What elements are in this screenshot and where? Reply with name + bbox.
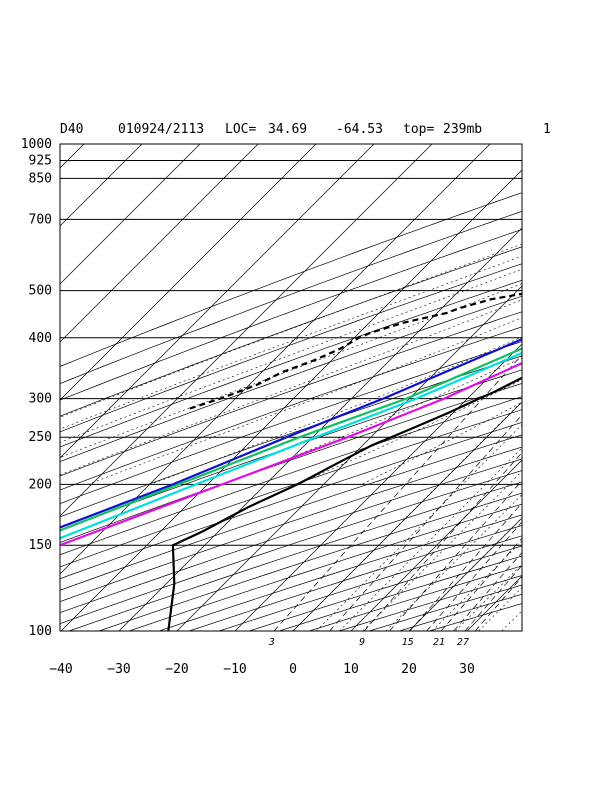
dry-adiabat-line [189, 525, 522, 631]
mixing-ratio-label: 21 [433, 637, 445, 648]
mixing-ratio-label: 15 [402, 637, 414, 648]
mixing-ratio-line [329, 414, 522, 631]
green-line [60, 347, 522, 532]
pressure-tick-label: 250 [29, 430, 52, 445]
moist-adiabat-line [222, 357, 522, 631]
mixing-ratio-line [426, 521, 522, 631]
isotherm-line [118, 227, 522, 631]
mixing-ratio-line [409, 502, 522, 631]
mixing-ratio-label: 27 [457, 637, 469, 648]
header-station: D40 [60, 122, 83, 137]
pressure-tick-label: 925 [29, 153, 52, 168]
moist-adiabat-line [296, 379, 522, 631]
mixing-ratio-line [440, 537, 522, 631]
dry-adiabat-line [369, 584, 522, 631]
temperature-tick-label: 10 [343, 662, 359, 677]
temperature-tick-label: −30 [107, 662, 130, 677]
isotherm-line [350, 459, 522, 631]
dry-adiabat-line [339, 575, 522, 631]
blue-line [60, 338, 522, 529]
dry-adiabat-line [129, 503, 522, 631]
moist-adiabat-line [60, 243, 522, 631]
header-panel-number: 1 [543, 122, 551, 137]
isotherm-line [60, 144, 259, 343]
plot-frame [59, 143, 523, 632]
dry-adiabat-line [60, 470, 522, 624]
dry-adiabat-line [60, 192, 522, 367]
pressure-tick-label: 300 [29, 392, 52, 407]
dry-adiabat-line [279, 555, 522, 631]
moist-adiabat-line [361, 401, 522, 631]
dewpoint-line [186, 292, 522, 411]
header-top-value: 239mb [443, 122, 482, 137]
dry-adiabat-line [159, 514, 522, 631]
header-datetime: 010924/2113 [118, 122, 204, 137]
dry-adiabat-line [60, 228, 522, 401]
temperature-line [167, 376, 522, 631]
isotherm-line [60, 169, 522, 631]
pressure-tick-label: 1000 [21, 137, 52, 152]
isotherm-line [234, 343, 522, 631]
dry-adiabat-line [309, 565, 522, 631]
temperature-tick-label: 20 [401, 662, 417, 677]
background-lines [0, 144, 612, 631]
isotherm-line [0, 144, 26, 631]
pressure-tick-label: 500 [29, 284, 52, 299]
pressure-tick-label: 850 [29, 171, 52, 186]
mixing-ratio-line [464, 564, 522, 631]
pressure-tick-label: 100 [29, 624, 52, 639]
header-top-label: top= [403, 122, 434, 137]
mixing-ratio-line [273, 354, 522, 631]
dry-adiabat-line [429, 603, 522, 631]
axis-labels: 3 9 15 21 2710015020025030040050070085092510… [21, 137, 475, 677]
isobar-lines [60, 159, 522, 546]
moist-adiabat-line [60, 268, 522, 631]
moist-adiabat-line [87, 317, 522, 631]
temperature-tick-label: 0 [289, 662, 297, 677]
moist-adiabat-line [60, 299, 522, 631]
isotherm-line [60, 144, 317, 401]
pressure-tick-label: 200 [29, 477, 52, 492]
isotherm-line [60, 144, 375, 459]
dry-adiabat-line [60, 246, 522, 417]
temperature-tick-label: −40 [49, 662, 72, 677]
pressure-tick-label: 400 [29, 331, 52, 346]
temperature-tick-label: −20 [165, 662, 188, 677]
isotherm-line [60, 144, 143, 227]
header-lat: 34.69 [268, 122, 307, 137]
isotherm-line [60, 144, 433, 517]
header-lon: -64.53 [336, 122, 383, 137]
pressure-tick-label: 700 [29, 212, 52, 227]
mixing-ratio-line [389, 480, 522, 631]
isotherm-line [60, 144, 201, 285]
header-loc-label: LOC= [225, 122, 256, 137]
moist-adiabat-line [60, 255, 522, 631]
magenta-line [60, 361, 522, 547]
mixing-ratio-label: 9 [359, 637, 365, 648]
mixing-ratio-line [474, 576, 522, 631]
mixing-ratio-line [363, 452, 522, 631]
isotherm-line [583, 144, 612, 631]
isotherm-line [525, 144, 612, 631]
isotherm-line [60, 144, 491, 575]
isotherm-line [466, 575, 522, 631]
isotherm-line [176, 285, 522, 631]
cyan-line [60, 351, 522, 540]
temperature-tick-label: −10 [223, 662, 246, 677]
moist-adiabat-line [60, 283, 522, 631]
mixing-ratio-label: 3 [268, 637, 275, 648]
temperature-tick-label: 30 [459, 662, 475, 677]
isotherm-line [408, 517, 522, 631]
dry-adiabat-line [60, 210, 522, 384]
sounding-series [60, 292, 522, 631]
pressure-tick-label: 150 [29, 538, 52, 553]
moist-adiabat-line [150, 336, 522, 631]
dry-adiabat-line [60, 263, 522, 433]
mixing-ratio-line [453, 551, 522, 631]
